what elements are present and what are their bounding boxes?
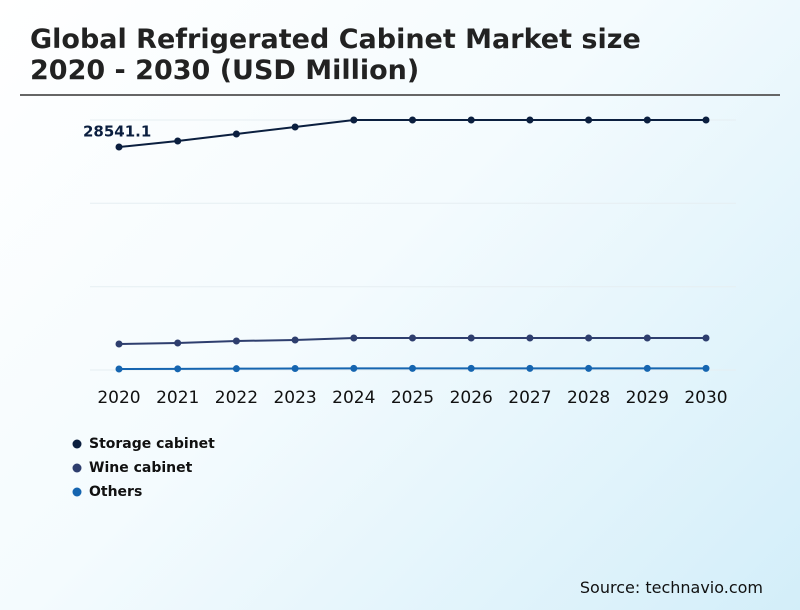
x-tick-label: 2028 [567,388,610,408]
series-line [118,119,706,149]
x-tick-label: 2025 [391,388,434,408]
x-tick-label: 2023 [273,388,316,408]
data-point [702,364,710,372]
data-point [232,365,240,373]
data-point [409,116,416,124]
data-point [174,365,182,373]
data-point [409,334,416,342]
data-point [115,340,123,348]
data-point [585,334,593,342]
legend-label: Others [89,484,142,500]
x-tick-label: 2029 [626,388,669,408]
data-point [643,364,651,372]
data-point [232,337,240,345]
data-point [467,334,475,342]
grid [90,119,736,371]
title-rule [20,94,780,96]
data-point [232,130,240,138]
data-point [174,339,182,347]
x-tick-label: 2021 [156,388,199,408]
data-point [467,364,475,372]
x-tick-label: 2024 [332,388,375,408]
legend-marker [72,439,82,449]
data-point [643,334,651,342]
data-point [526,116,534,124]
data-point [643,116,651,124]
x-tick-label: 2020 [97,388,140,408]
data-point [702,334,710,342]
x-tick-label: 2027 [508,388,551,408]
data-point [115,143,123,151]
data-point [526,364,534,372]
data-point [291,123,299,131]
data-point [350,364,358,372]
source: Source: technavio.com [579,578,763,597]
data-point [350,116,358,124]
x-tick-label: 2030 [684,388,727,408]
data-point [174,137,182,145]
data-point [350,334,358,342]
legend-label: Wine cabinet [89,460,193,476]
data-point [409,364,416,372]
legend-label: Storage cabinet [89,436,215,452]
data-point [291,336,299,344]
data-point [526,334,534,342]
data-point [585,364,593,372]
data-label: 28541.1 [83,123,151,141]
legend-marker [72,487,82,497]
legend-marker [72,463,82,473]
chart-title: Global Refrigerated Cabinet Market size … [30,24,641,86]
data-point [702,116,710,124]
data-point [291,365,299,373]
x-tick-label: 2026 [450,388,493,408]
data-point [115,365,123,373]
data-point [467,116,475,124]
data-point [585,116,593,124]
x-tick-label: 2022 [215,388,258,408]
